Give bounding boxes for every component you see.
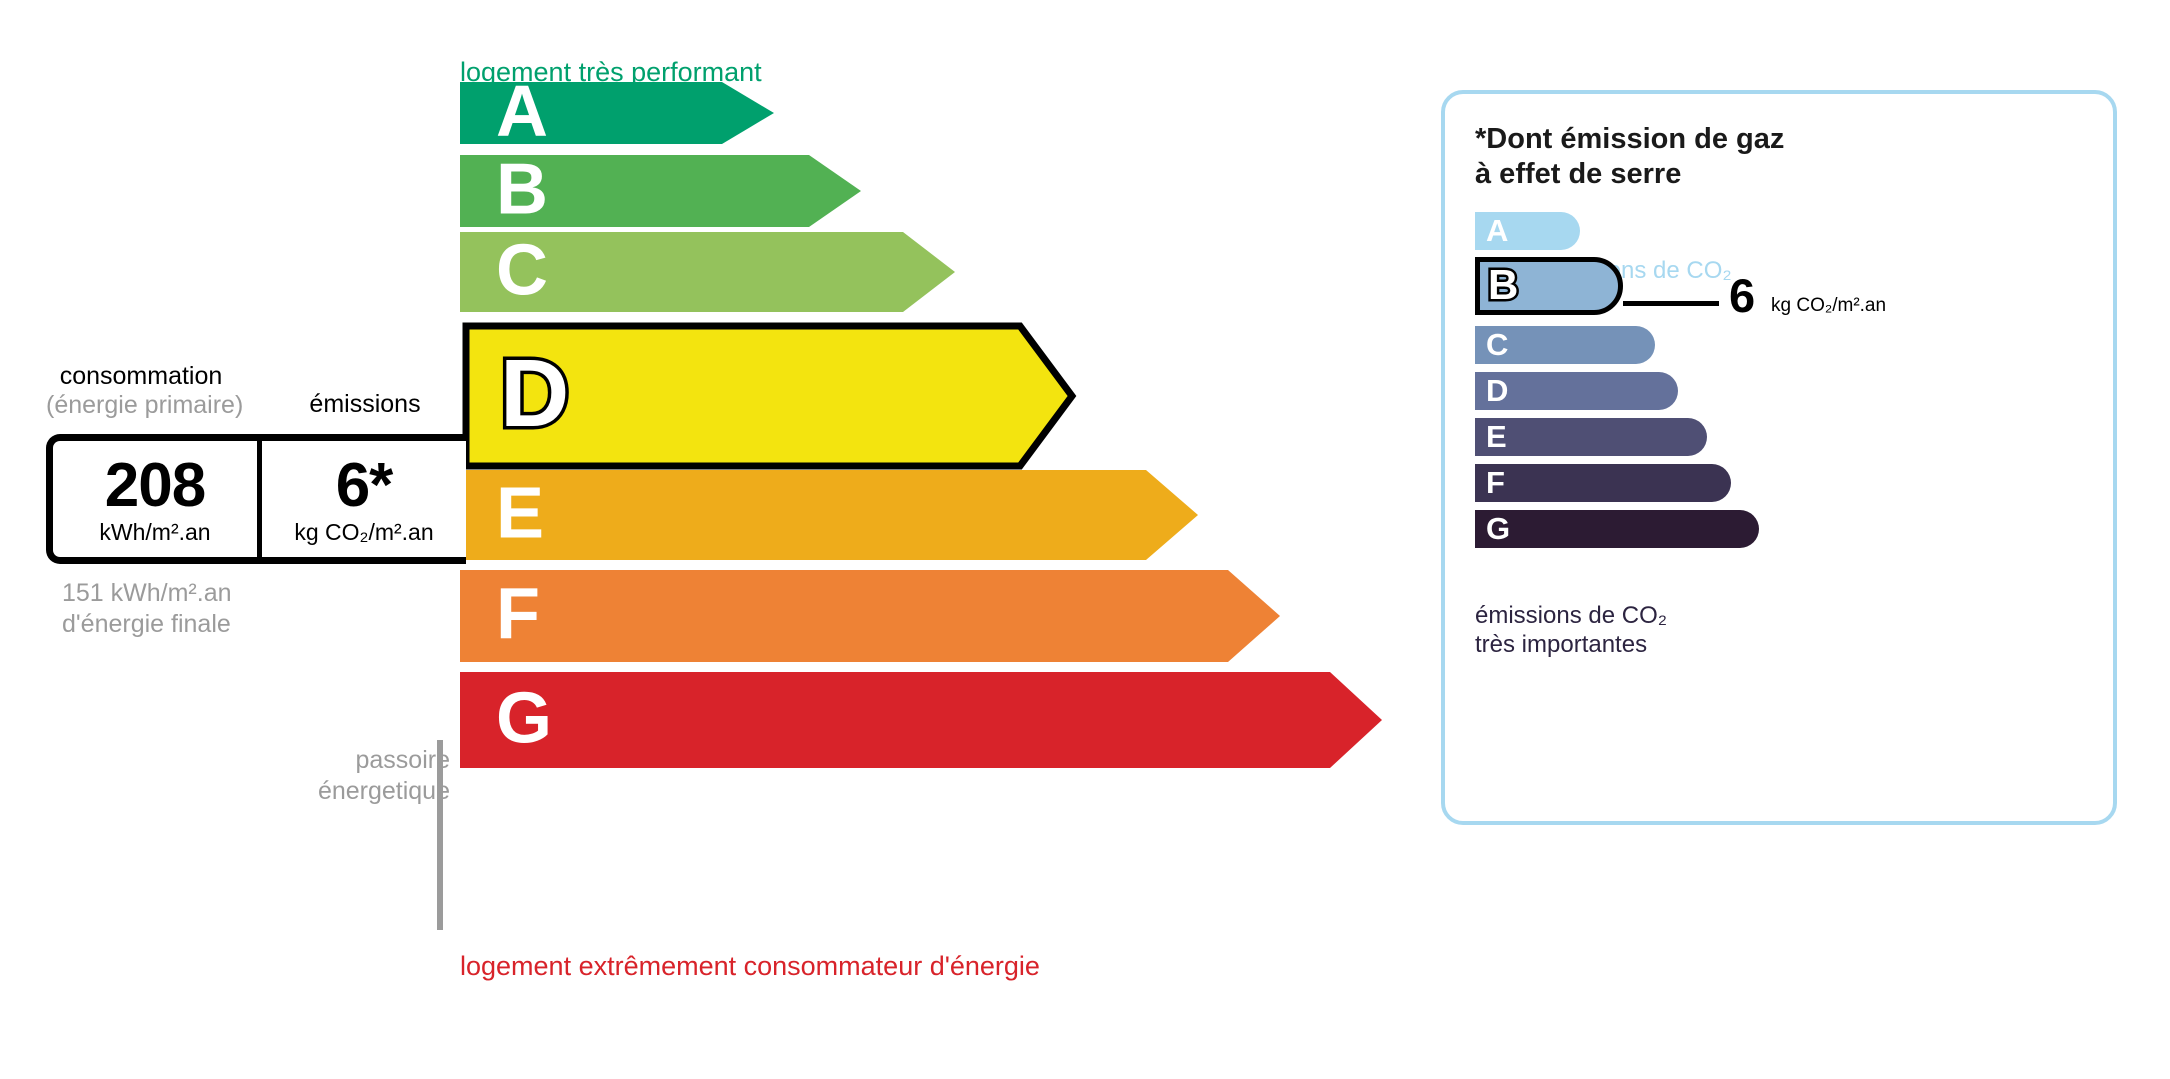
co2-title-line2: à effet de serre	[1475, 157, 1682, 190]
passoire-line1: passoire	[355, 746, 451, 774]
co2-bottom-caption: émissions de CO₂ très importantes	[1475, 602, 1667, 660]
co2-bottom-line1: émissions de CO₂	[1475, 602, 1668, 629]
final-energy-note: 151 kWh/m².an d'énergie finale	[62, 578, 232, 639]
energy-bottom-caption: logement extrêmement consommateur d'éner…	[460, 951, 1040, 981]
final-energy-line2: d'énergie finale	[62, 609, 231, 638]
co2-bar-d: D	[1475, 372, 1678, 410]
co2-bar-letter-f: F	[1486, 464, 1505, 500]
co2-bar-b: B	[1475, 257, 1623, 315]
emissions-header: émissions	[309, 390, 421, 418]
passoire-label: passoire énergetique	[250, 745, 450, 806]
passoire-bracket	[437, 740, 443, 930]
energy-bar-shape-c	[460, 232, 955, 312]
consumption-value-cell: 208 kWh/m².an	[53, 441, 262, 557]
co2-bar-letter-c: C	[1486, 326, 1509, 362]
co2-bar-letter-b: B	[1485, 261, 1520, 309]
passoire-line2: énergetique	[317, 776, 450, 805]
consumption-header-sub: (énergie primaire)	[46, 391, 244, 419]
co2-bar-e: E	[1475, 418, 1707, 456]
co2-bar-letter-d: D	[1486, 372, 1509, 408]
energy-bar-shape-b	[460, 155, 861, 227]
co2-bar-g: G	[1475, 510, 1759, 548]
energy-bar-shape-g	[460, 672, 1382, 768]
final-energy-line1: 151 kWh/m².an	[62, 579, 232, 607]
co2-value: 6	[1729, 269, 1756, 322]
energy-bar-shape-d	[462, 322, 1077, 470]
emission-value: 6*	[335, 450, 394, 520]
value-box: 208 kWh/m².an 6* kg CO₂/m².an	[46, 434, 466, 564]
energy-bar-shape-e	[460, 470, 1198, 560]
co2-bar-f: F	[1475, 464, 1731, 502]
co2-bar-a: A	[1475, 212, 1580, 250]
co2-bar-letter-g: G	[1486, 510, 1511, 546]
energy-bar-shape-a	[460, 82, 774, 144]
energy-bar-shape-f	[460, 570, 1280, 662]
consumption-header: consommation (énergie primaire)	[46, 362, 244, 420]
co2-leader-line	[1623, 301, 1719, 306]
emission-value-cell: 6* kg CO₂/m².an	[262, 441, 466, 557]
co2-bar-letter-a: A	[1486, 212, 1509, 248]
co2-title-line1: *Dont émission de gaz	[1475, 123, 1785, 155]
co2-bottom-line2: très importantes	[1475, 630, 1648, 658]
co2-value-unit: kg CO₂/m².an	[1771, 295, 1887, 316]
consumption-value: 208	[104, 450, 206, 520]
co2-bar-c: C	[1475, 326, 1655, 364]
emission-unit: kg CO₂/m².an	[294, 519, 434, 546]
co2-bar-letter-e: E	[1486, 418, 1507, 454]
co2-panel-title: *Dont émission de gaz à effet de serre	[1475, 122, 1784, 192]
consumption-header-main: consommation	[59, 362, 223, 390]
co2-panel: *Dont émission de gaz à effet de serre p…	[1441, 90, 2117, 825]
consumption-unit: kWh/m².an	[99, 519, 211, 546]
